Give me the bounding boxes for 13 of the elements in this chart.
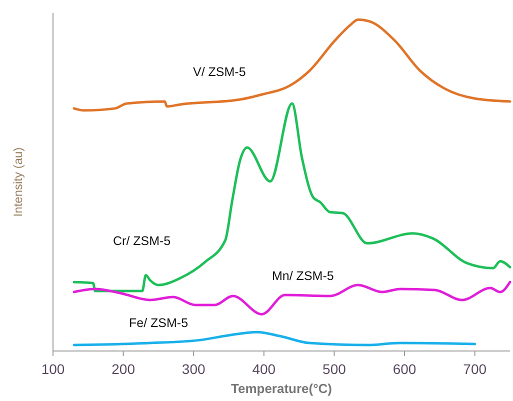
- x-axis-title: Temperature(°C): [230, 381, 332, 396]
- x-tick-label: 500: [322, 361, 346, 377]
- x-tick-label: 100: [41, 361, 65, 377]
- x-tick-label: 700: [463, 361, 487, 377]
- x-tick-label: 200: [112, 361, 136, 377]
- x-tick-label: 300: [182, 361, 206, 377]
- x-tick-label: 400: [252, 361, 276, 377]
- x-tick-label: 600: [392, 361, 416, 377]
- y-axis-title: Intensity (au): [11, 147, 25, 217]
- series-label: V/ ZSM-5: [193, 65, 246, 79]
- series-label: Fe/ ZSM-5: [129, 316, 188, 330]
- text: Cr/ ZSM-5: [113, 234, 171, 248]
- series-label: Mn/ ZSM-5: [272, 269, 334, 283]
